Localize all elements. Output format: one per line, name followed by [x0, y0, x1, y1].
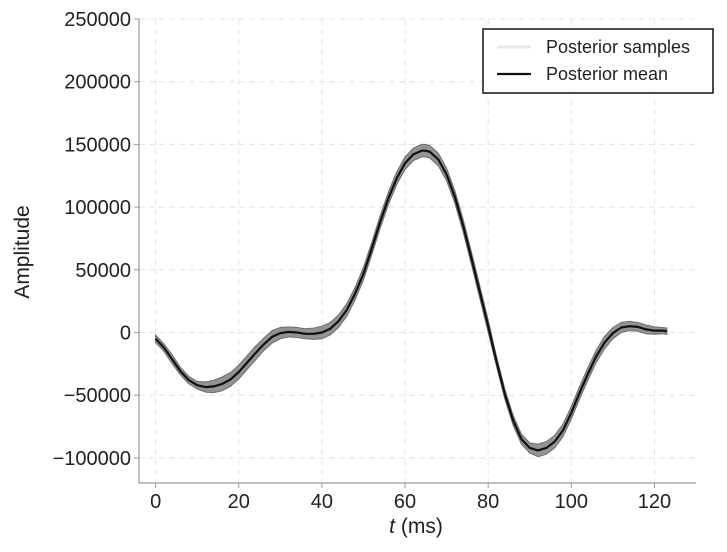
x-axis-label-unit: (ms)	[395, 515, 443, 538]
posterior-mean-layer	[154, 149, 668, 452]
y-tick-label: −100000	[53, 448, 131, 470]
legend-label-posterior-mean: Posterior mean	[546, 64, 668, 84]
x-tick-label: 20	[228, 491, 250, 513]
posterior-samples-band	[155, 143, 668, 458]
x-tick-label: 120	[638, 491, 671, 513]
y-tick-label: 150000	[64, 134, 131, 156]
posterior-samples-area	[155, 143, 668, 458]
y-tick-label: −50000	[64, 385, 131, 407]
x-axis-label: t (ms)	[389, 515, 443, 538]
x-tick-label: 40	[311, 491, 333, 513]
legend-box	[482, 28, 714, 94]
legend-label-posterior-samples: Posterior samples	[546, 37, 690, 57]
y-axis-label: Amplitude	[11, 205, 34, 298]
x-tick-label: 0	[150, 491, 161, 513]
y-tick-label: 0	[120, 323, 131, 345]
legend: Posterior samples Posterior mean	[482, 28, 714, 94]
y-tick-label: 50000	[75, 260, 131, 282]
y-tick-label: 100000	[64, 197, 131, 219]
y-tick-label: 250000	[64, 9, 131, 31]
grid-lines	[139, 18, 696, 483]
x-tick-label: 60	[394, 491, 416, 513]
x-ticks: 0 20 40 60 80 100 120	[150, 483, 671, 513]
y-ticks: −100000 −50000 0 50000 100000 150000 200000 250…	[53, 9, 139, 470]
x-tick-label: 80	[477, 491, 499, 513]
posterior-mean-line	[154, 149, 668, 452]
x-tick-label: 100	[555, 491, 588, 513]
axes	[138, 19, 696, 484]
x-axis-label-variable: t	[389, 515, 396, 538]
y-tick-label: 200000	[64, 72, 131, 94]
